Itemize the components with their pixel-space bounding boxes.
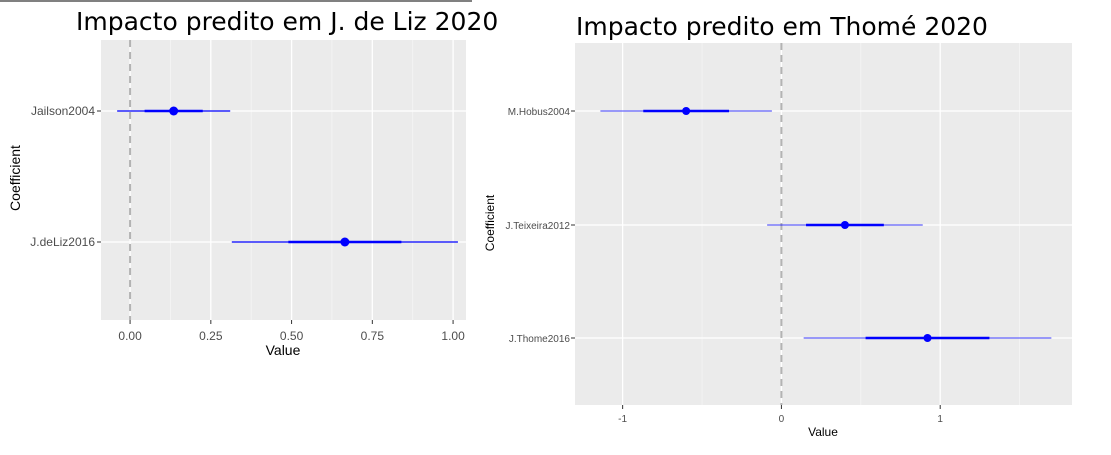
x-tick-label: 0.25 [199, 329, 223, 343]
x-tick-label: 1.00 [441, 329, 465, 343]
estimate-point [340, 237, 350, 247]
estimate-point [840, 221, 849, 229]
y-tick-label: J.deLiz2016 [30, 235, 95, 249]
chart-right: Impacto predito em Thomé 2020 -1 0 1 M.Hob… [483, 12, 1072, 439]
x-tick-label: 0.50 [280, 329, 304, 343]
chart-right-xlabel: Value [808, 425, 838, 439]
chart-right-title: Impacto predito em Thomé 2020 [576, 12, 988, 41]
estimate-point [923, 334, 932, 342]
estimate-point [682, 107, 691, 115]
x-tick-label: 1 [937, 414, 943, 425]
chart-left-panel [101, 40, 466, 320]
chart-left-title: Impacto predito em J. de Liz 2020 [76, 7, 498, 36]
chart-left: Impacto predito em J. de Liz 2020 0.00 0.… [7, 7, 498, 358]
x-tick-label: 0 [779, 414, 785, 425]
x-tick-label: 0.75 [361, 329, 385, 343]
y-tick-label: M.Hobus2004 [508, 107, 571, 118]
estimate-point [169, 106, 179, 116]
y-tick-label: J.Teixeira2012 [506, 221, 571, 232]
chart-left-xlabel: Value [266, 342, 301, 358]
x-tick-label: 0.00 [118, 329, 142, 343]
y-tick-label: Jailson2004 [31, 104, 95, 118]
y-tick-label: J.Thome2016 [509, 334, 571, 345]
x-tick-label: -1 [618, 414, 627, 425]
chart-right-ylabel: Coefficient [483, 194, 497, 251]
chart-left-ylabel: Coefficient [7, 145, 23, 211]
